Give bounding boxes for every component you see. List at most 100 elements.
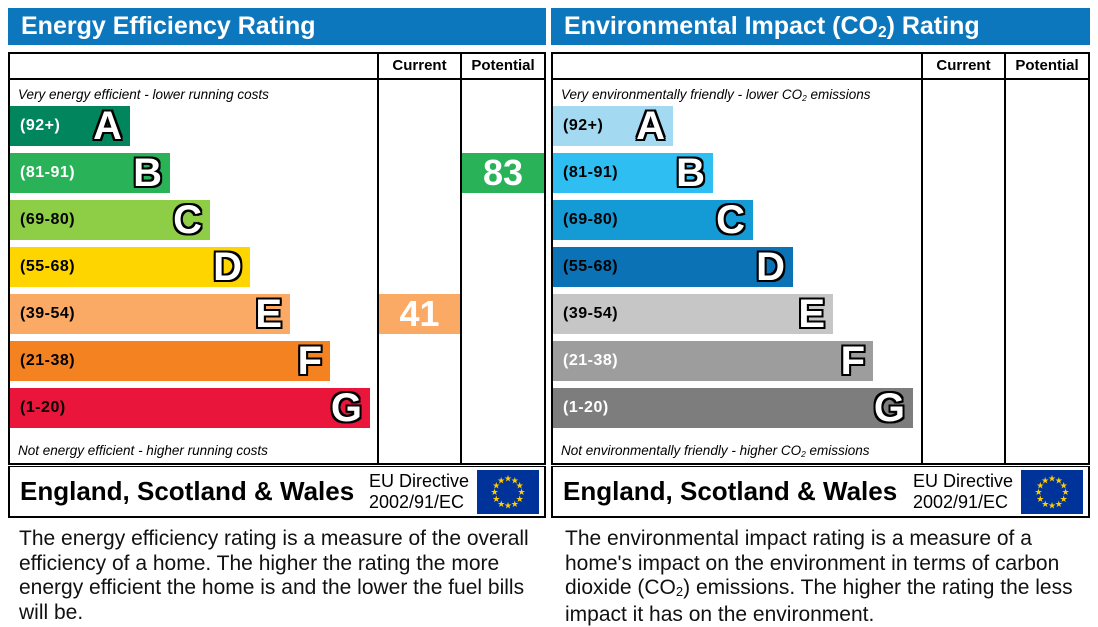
environmental-panel-title: Environmental Impact (CO2) Rating [551, 8, 1090, 45]
band-letter: E [798, 292, 825, 336]
caption-text: Not energy efficient - higher running co… [18, 443, 268, 458]
svg-text:★: ★ [516, 494, 524, 504]
potential-caption-spacer [1006, 435, 1088, 463]
header-spacer [10, 54, 377, 78]
svg-text:★: ★ [1036, 495, 1044, 505]
caption-subscript: 2 [801, 448, 806, 459]
band-bar-f: (21-38) F [553, 341, 873, 381]
band-bar-c: (69-80) C [10, 200, 210, 240]
band-letter: G [873, 386, 905, 430]
current-slot-a [379, 106, 460, 146]
potential-rating-marker: 83 [462, 153, 544, 193]
potential-slot-e [1006, 294, 1088, 334]
energy-potential-column: 83 [460, 80, 544, 463]
potential-slot-f [462, 341, 544, 381]
svg-text:★: ★ [497, 476, 505, 486]
band-letter: C [173, 198, 202, 242]
directive-line2: 2002/91/EC [368, 491, 465, 512]
energy-current-column: 41 [377, 80, 460, 463]
band-range-label: (81-91) [20, 164, 76, 181]
description-subscript: 2 [675, 584, 684, 600]
directive-line1: EU Directive [368, 470, 469, 491]
band-bar-b: (81-91) B [553, 153, 713, 193]
svg-text:★: ★ [511, 499, 519, 509]
environmental-current-column [921, 80, 1004, 463]
energy-table-header: Current Potential [10, 54, 544, 80]
svg-text:★: ★ [490, 488, 498, 498]
region-label: England, Scotland & Wales [563, 476, 898, 506]
svg-text:★: ★ [504, 501, 512, 511]
band-range-label: (39-54) [20, 305, 76, 322]
current-slot-g [923, 388, 1004, 428]
svg-text:★: ★ [511, 476, 519, 486]
svg-text:★: ★ [492, 481, 500, 491]
band-bar-e: (39-54) E [10, 294, 290, 334]
potential-slot-b [1006, 153, 1088, 193]
current-slot-d [923, 247, 1004, 287]
column-spacer [379, 80, 460, 106]
energy-band-chart: Very energy efficient - lower running co… [10, 80, 377, 463]
band-bar-e: (39-54) E [553, 294, 833, 334]
caption-subscript: 2 [802, 92, 807, 103]
eu-flag-field [1021, 469, 1083, 514]
band-letter: C [716, 198, 745, 242]
potential-slot-b: 83 [462, 153, 544, 193]
band-letter: D [213, 245, 242, 289]
description-text: The environmental impact rating is a mea… [565, 527, 1060, 599]
eu-flag-stars: ★★★★★★★★★★★★ [490, 474, 525, 511]
band-range-label: (21-38) [20, 352, 76, 369]
band-letter: F [840, 339, 865, 383]
band-letter: A [636, 104, 665, 148]
environmental-band-f: (21-38) F [553, 341, 921, 381]
band-bar-g: (1-20) G [10, 388, 370, 428]
current-slot-g [379, 388, 460, 428]
eu-flag-icon: ★★★★★★★★★★★★ [477, 469, 539, 514]
region-label: England, Scotland & Wales [20, 476, 355, 506]
potential-slot-e [462, 294, 544, 334]
description-text: The energy efficiency rating is a measur… [19, 527, 529, 624]
potential-slot-c [1006, 200, 1088, 240]
current-slot-c [923, 200, 1004, 240]
column-spacer [1006, 80, 1088, 106]
current-slot-a [923, 106, 1004, 146]
svg-text:★: ★ [497, 499, 505, 509]
directive-line2: 2002/91/EC [912, 491, 1009, 512]
current-caption-spacer [379, 435, 460, 463]
caption-text: Not environmentally friendly - higher CO [561, 443, 802, 458]
potential-slot-g [1006, 388, 1088, 428]
environmental-impact-panel: Environmental Impact (CO2) Rating Curren… [551, 8, 1090, 627]
eu-directive-label: EU Directive 2002/91/EC [913, 471, 1021, 513]
energy-bottom-caption: Not energy efficient - higher running co… [10, 435, 377, 463]
eu-flag-icon: ★★★★★★★★★★★★ [1021, 469, 1083, 514]
environmental-description: The environmental impact rating is a mea… [551, 527, 1090, 627]
potential-column-header: Potential [460, 54, 544, 78]
energy-table-body: Very energy efficient - lower running co… [10, 80, 544, 463]
environmental-table-body: Very environmentally friendly - lower CO… [553, 80, 1088, 463]
current-column-header: Current [921, 54, 1004, 78]
current-slot-e [923, 294, 1004, 334]
title-text: Environmental Impact (CO [564, 12, 878, 40]
caption-text: Very energy efficient - lower running co… [18, 87, 269, 102]
current-slot-f [923, 341, 1004, 381]
environmental-band-e: (39-54) E [553, 294, 921, 334]
energy-band-d: (55-68) D [10, 247, 377, 287]
energy-band-g: (1-20) G [10, 388, 377, 428]
energy-band-c: (69-80) C [10, 200, 377, 240]
band-bar-d: (55-68) D [553, 247, 793, 287]
svg-text:★: ★ [1048, 474, 1056, 484]
band-range-label: (1-20) [20, 399, 66, 416]
band-range-label: (92+) [563, 117, 604, 134]
environmental-band-a: (92+) A [553, 106, 921, 146]
svg-text:★: ★ [492, 495, 500, 505]
environmental-rating-table: Current Potential Very environmentally f… [551, 52, 1090, 465]
caption-text-end: emissions [806, 87, 871, 102]
energy-band-e: (39-54) E [10, 294, 377, 334]
svg-text:★: ★ [1041, 476, 1049, 486]
caption-text-end: emissions [805, 443, 870, 458]
energy-efficiency-panel: Energy Efficiency Rating Current Potenti… [8, 8, 546, 627]
environmental-table-header: Current Potential [553, 54, 1088, 80]
directive-line1: EU Directive [912, 470, 1013, 491]
band-range-label: (21-38) [563, 352, 619, 369]
energy-rating-table: Current Potential Very energy efficient … [8, 52, 546, 465]
environmental-top-caption: Very environmentally friendly - lower CO… [553, 80, 921, 106]
